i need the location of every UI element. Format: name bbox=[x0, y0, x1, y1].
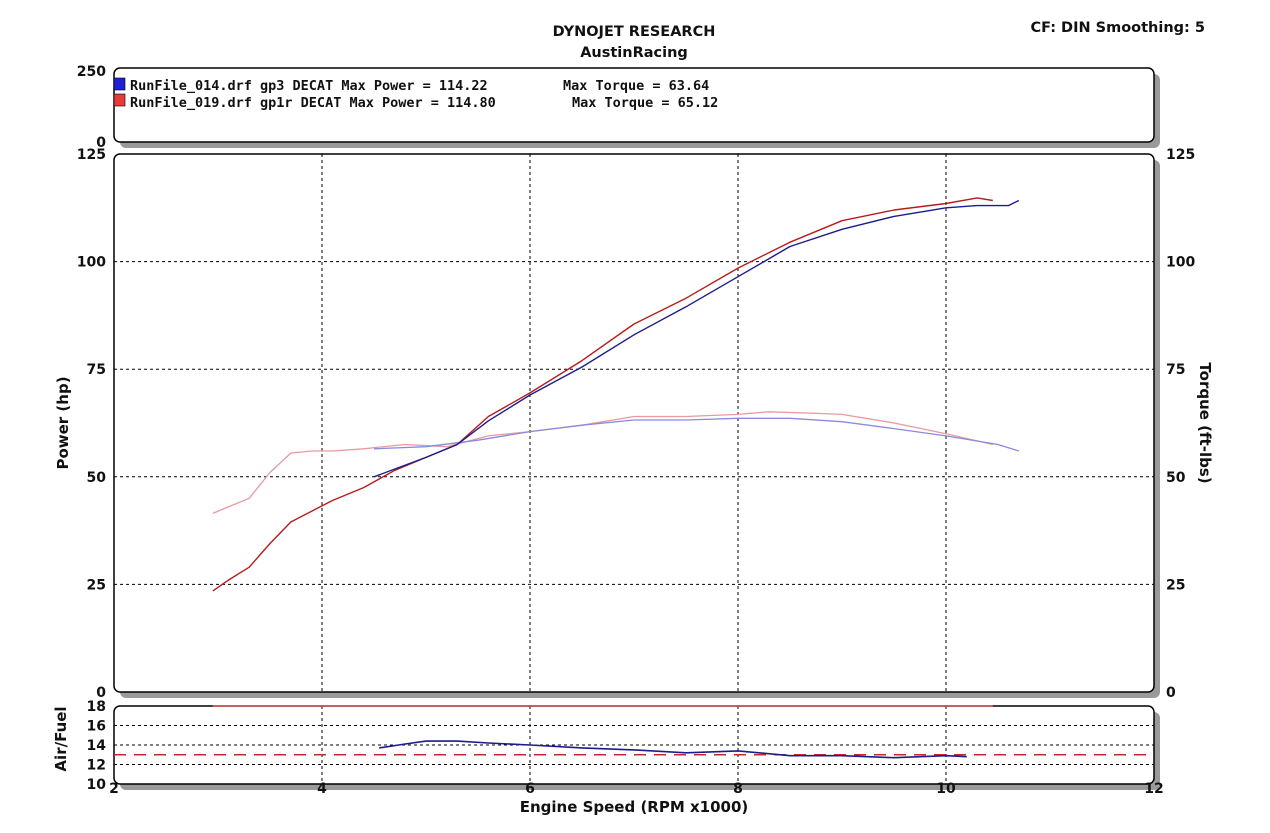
legend-entry-run014: RunFile_014.drf gp3 DECAT Max Power = 11… bbox=[130, 78, 488, 94]
y-tick-label-power: 125 bbox=[77, 147, 106, 163]
main-grid bbox=[114, 154, 1154, 692]
y-tick-label-power: 75 bbox=[87, 362, 106, 378]
main-tick-labels: 0 25 50 75 100 125 0 25 50 75 100 125 bbox=[77, 147, 1196, 701]
legend-axis-top: 250 bbox=[77, 64, 106, 80]
y-tick-label-power: 100 bbox=[77, 255, 106, 271]
y-tick-label-power: 0 bbox=[96, 685, 106, 701]
main-plot-frame bbox=[113, 153, 1155, 693]
x-tick-label: 10 bbox=[936, 781, 956, 797]
x-tick-label: 6 bbox=[525, 781, 535, 797]
y-tick-label-torque: 25 bbox=[1166, 577, 1185, 593]
af-series bbox=[114, 705, 1154, 759]
x-tick-label: 8 bbox=[733, 781, 743, 797]
legend-entry-run019: RunFile_019.drf gp1r DECAT Max Power = 1… bbox=[130, 95, 496, 111]
series-power-run014 bbox=[373, 199, 1020, 478]
legend-swatch-run019 bbox=[113, 93, 126, 107]
series-power-run019 bbox=[212, 197, 993, 592]
x-tick-label: 4 bbox=[317, 781, 327, 797]
y-tick-label-airfuel: 12 bbox=[87, 758, 106, 774]
y-tick-label-power: 50 bbox=[87, 470, 107, 486]
legend-axis-bottom: 0 bbox=[96, 135, 106, 151]
y-tick-label-torque: 125 bbox=[1166, 147, 1195, 163]
x-tick-label: 12 bbox=[1144, 781, 1163, 797]
y-axis-label-torque: Torque (ft-lbs) bbox=[1196, 362, 1214, 483]
main-plot: 0 25 50 75 100 125 0 25 50 75 100 125 Power (hp) To… bbox=[54, 147, 1214, 701]
af-grid bbox=[114, 706, 1154, 784]
legend-torque-run019: Max Torque = 65.12 bbox=[572, 95, 718, 111]
legend-torque-run014: Max Torque = 63.64 bbox=[563, 78, 709, 94]
x-axis-label: Engine Speed (RPM x1000) bbox=[520, 798, 749, 816]
y-tick-label-torque: 75 bbox=[1166, 362, 1185, 378]
series-airfuel-run014 bbox=[379, 740, 967, 759]
y-axis-label-power: Power (hp) bbox=[54, 376, 72, 469]
x-tick-labels: 2 4 6 8 10 12 bbox=[109, 781, 1164, 797]
chart-title: DYNOJET RESEARCH bbox=[553, 24, 716, 40]
af-plot: 10 12 14 16 18 Air/Fuel bbox=[52, 699, 1160, 793]
y-tick-label-torque: 100 bbox=[1166, 255, 1195, 271]
correction-settings: CF: DIN Smoothing: 5 bbox=[1030, 20, 1205, 36]
y-tick-label-torque: 0 bbox=[1166, 685, 1176, 701]
y-tick-label-airfuel: 16 bbox=[87, 719, 106, 735]
y-axis-label-airfuel: Air/Fuel bbox=[52, 706, 70, 771]
y-tick-label-torque: 50 bbox=[1166, 470, 1186, 486]
y-tick-label-airfuel: 18 bbox=[87, 699, 106, 715]
legend-swatch-run014 bbox=[113, 77, 126, 91]
af-tick-labels: 10 12 14 16 18 bbox=[87, 699, 107, 793]
legend-panel: 250 0 RunFile_014.drf gp3 DECAT Max Powe… bbox=[77, 64, 1160, 151]
y-tick-label-power: 25 bbox=[87, 577, 106, 593]
series-torque-run014 bbox=[373, 417, 1019, 452]
chart-subtitle: AustinRacing bbox=[580, 45, 688, 61]
main-series bbox=[212, 197, 1020, 592]
series-torque-run019 bbox=[212, 411, 993, 515]
y-tick-label-airfuel: 14 bbox=[87, 738, 107, 754]
y-tick-label-airfuel: 10 bbox=[87, 777, 107, 793]
x-tick-label: 2 bbox=[109, 781, 119, 797]
